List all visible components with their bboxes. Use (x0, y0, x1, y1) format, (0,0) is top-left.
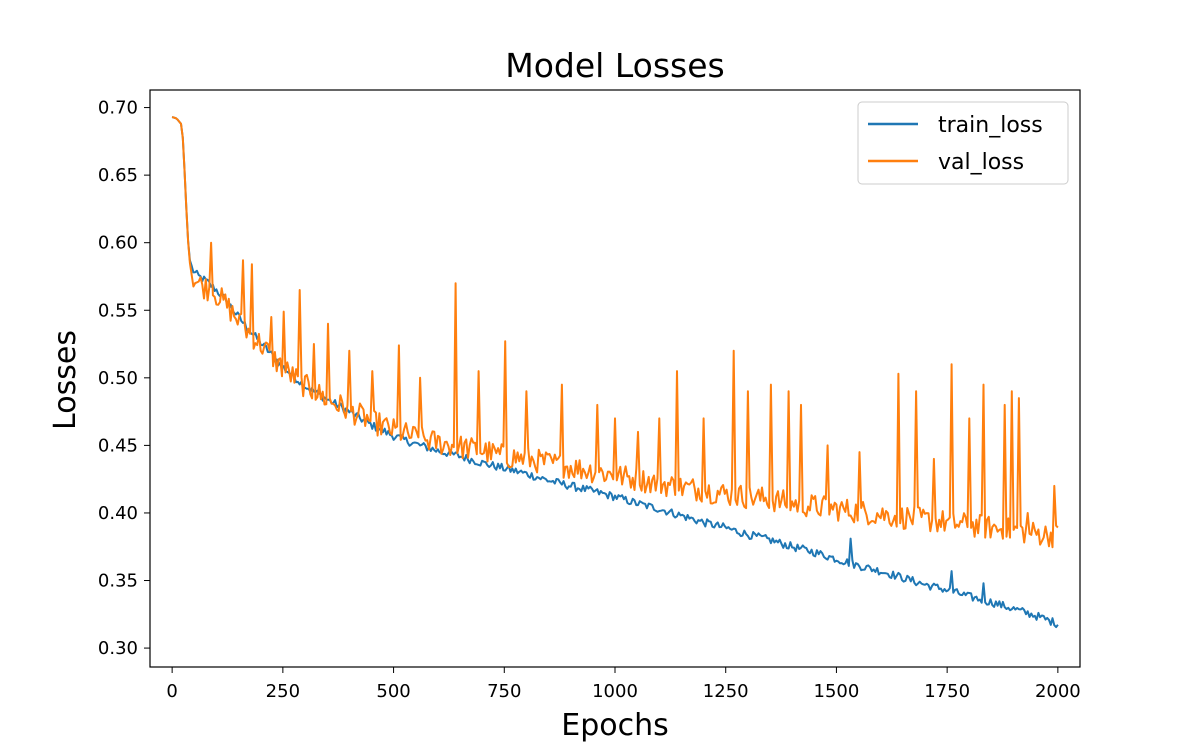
y-tick-label: 0.50 (98, 368, 138, 389)
legend-label-train_loss: train_loss (938, 113, 1043, 138)
x-axis-title: Epochs (561, 708, 669, 743)
x-tick-label: 750 (487, 681, 521, 702)
y-tick-label: 0.70 (98, 98, 138, 119)
chart-title: Model Losses (505, 46, 724, 85)
y-tick-label: 0.60 (98, 233, 138, 254)
legend: train_loss val_loss (857, 101, 1069, 185)
x-tick-label: 1750 (924, 681, 970, 702)
y-axis-title: Losses (48, 330, 83, 430)
x-tick-label: 250 (266, 681, 300, 702)
series-line-val_loss (171, 116, 1059, 549)
y-axis: 0.30 0.35 0.40 0.45 0.50 0.55 0.60 0.65 0.70 (98, 98, 150, 659)
x-tick-label: 2000 (1035, 681, 1081, 702)
legend-label-val_loss: val_loss (938, 150, 1024, 175)
x-tick-label: 1250 (703, 681, 749, 702)
y-tick-label: 0.40 (98, 503, 138, 524)
legend-frame (857, 101, 1069, 185)
y-tick-label: 0.30 (98, 638, 138, 659)
y-tick-label: 0.35 (98, 571, 138, 592)
y-tick-label: 0.55 (98, 300, 138, 321)
series-layer (171, 116, 1059, 629)
x-tick-label: 1000 (592, 681, 638, 702)
x-tick-label: 500 (376, 681, 410, 702)
x-axis: 0 250 500 750 1000 1250 1500 1750 2000 (166, 667, 1081, 702)
x-tick-label: 1500 (814, 681, 860, 702)
y-tick-label: 0.45 (98, 435, 138, 456)
series-line-train_loss (171, 116, 1059, 629)
y-tick-label: 0.65 (98, 165, 138, 186)
x-tick-label: 0 (166, 681, 177, 702)
